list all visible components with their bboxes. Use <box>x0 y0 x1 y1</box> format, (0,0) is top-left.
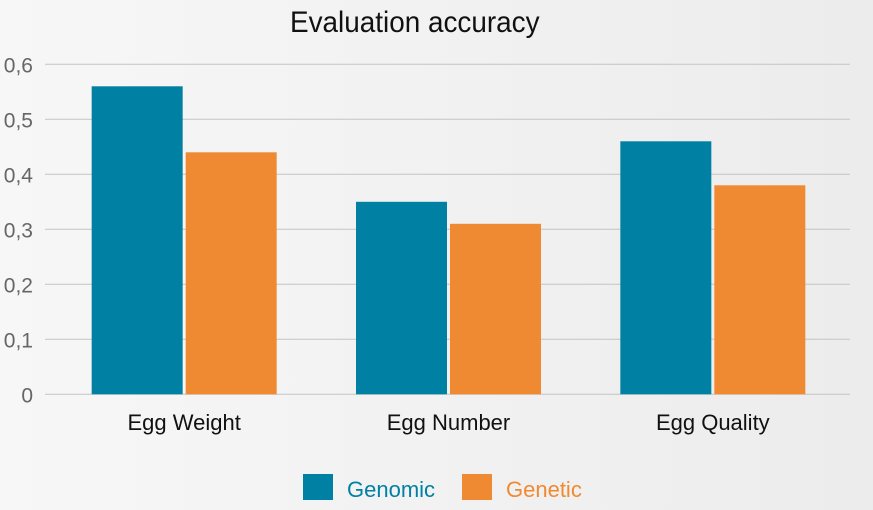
bar-genomic <box>91 86 183 395</box>
legend: Genomic Genetic <box>303 474 582 502</box>
bar-genomic <box>356 201 447 395</box>
bar-genetic <box>714 185 806 395</box>
y-tick-label: 0,2 <box>4 274 33 297</box>
y-tick-label: 0,1 <box>4 329 33 352</box>
x-tick-label: Egg Number <box>387 410 511 435</box>
x-axis-ticks: Egg Weight Egg Number Egg Quality <box>127 410 769 435</box>
legend-label: Genomic <box>347 477 435 502</box>
y-tick-label: 0,4 <box>4 164 34 187</box>
y-axis-ticks: 0 0,1 0,2 0,3 0,4 0,5 0,6 <box>4 54 34 407</box>
y-tick-label: 0,6 <box>4 54 33 77</box>
bar-genetic <box>450 223 541 395</box>
y-tick-label: 0 <box>21 384 33 407</box>
y-tick-label: 0,5 <box>4 109 33 132</box>
legend-swatch-genetic <box>462 474 492 500</box>
y-tick-label: 0,3 <box>4 219 33 242</box>
chart-title: Evaluation accuracy <box>290 6 540 39</box>
x-tick-label: Egg Quality <box>656 410 770 435</box>
bar-genetic <box>185 152 277 395</box>
bar-genomic <box>620 141 712 395</box>
x-tick-label: Egg Weight <box>127 410 240 435</box>
bars <box>91 86 806 395</box>
legend-label: Genetic <box>506 477 582 502</box>
legend-swatch-genomic <box>303 474 333 500</box>
